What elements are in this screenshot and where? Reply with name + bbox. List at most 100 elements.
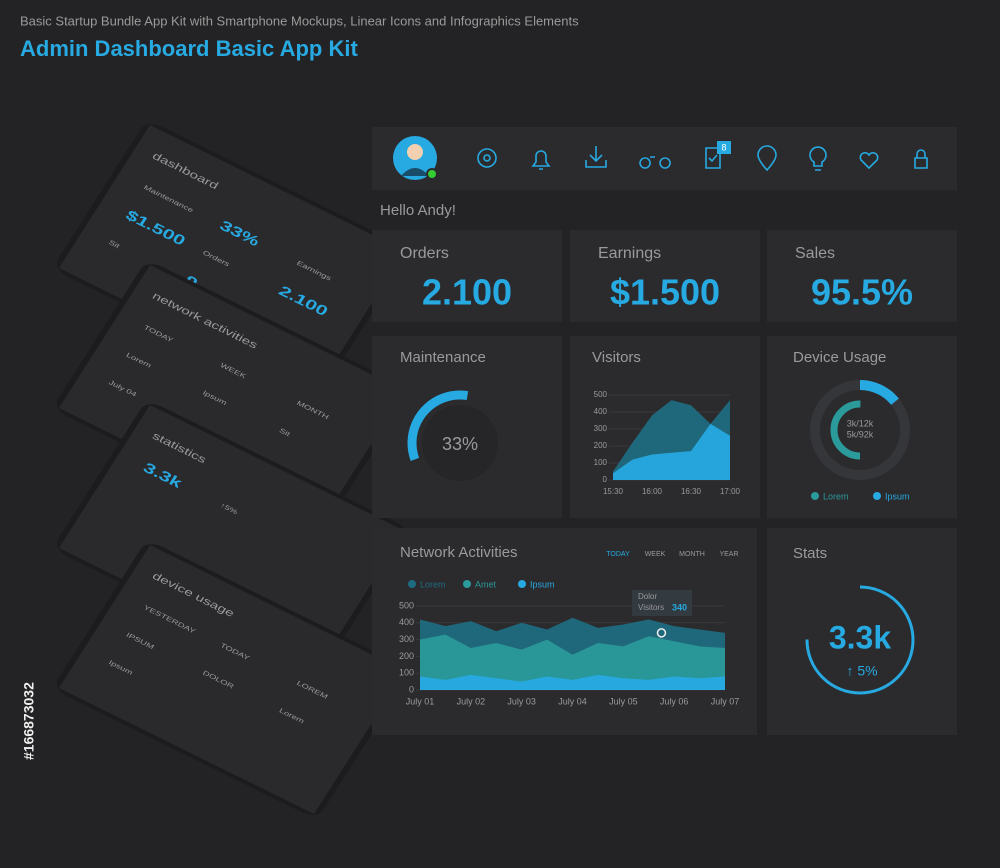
card [570,230,760,322]
x-tick-label: 15:30 [603,487,624,496]
legend-label: Lorem [823,491,849,501]
clipboard-icon[interactable] [705,147,721,169]
phone: dashboardMaintenance33%Earnings$1.500Ord… [56,124,408,395]
card-title: Maintenance [400,349,486,366]
download-icon[interactable] [585,146,607,168]
stock-id: #166873032 [21,682,37,760]
y-tick-label: 100 [594,458,608,467]
tab[interactable]: WEEK [645,551,666,558]
legend-label: Ipsum [530,579,555,589]
dashboard: Orders 2.100 Earnings $1.500 Sales 95.5% Maint… [372,230,957,735]
card-title: Network Activities [400,544,518,561]
x-tick-label: July 06 [660,696,689,706]
gauge-track [422,405,498,481]
badge [717,141,731,154]
x-tick-label: July 03 [507,696,536,706]
ring-label: 3k/12k [847,418,874,428]
x-tick-label: 17:00 [720,487,741,496]
gauge-label: 33% [442,434,478,454]
legend-dot [811,492,819,500]
kpi-value: $1.500 [610,272,720,313]
ring-inner [830,400,890,460]
card [767,528,957,735]
x-tick-label: 16:00 [642,487,663,496]
y-tick-label: 400 [399,617,414,627]
phone-item: Sit [107,239,122,250]
stats-arc [805,585,915,695]
area [420,674,725,690]
phone-screen [58,125,406,395]
area [420,634,725,690]
legend-label: Lorem [420,579,446,589]
online-dot [426,168,438,180]
area [613,423,730,480]
x-tick-label: 16:30 [681,487,702,496]
tooltip-sublabel: Visitors [638,603,664,612]
phone-screen [58,405,406,675]
y-tick-label: 200 [399,651,414,661]
x-tick-label: July 05 [609,696,638,706]
legend-dot [408,580,416,588]
stats-value: 3.3k [829,619,891,655]
ring-outer [810,380,910,480]
heart-icon[interactable] [859,151,879,170]
bell-icon[interactable] [531,150,551,170]
y-tick-label: 400 [594,407,608,416]
lock-icon[interactable] [914,149,928,169]
phone-item: Sit [278,427,293,438]
x-tick-label: July 04 [558,696,587,706]
legend-dot [873,492,881,500]
card-title: Stats [793,545,827,562]
kpi-label: Sales [795,245,835,262]
card [767,336,957,518]
card-title: Device Usage [793,349,886,366]
y-tick-label: 300 [399,634,414,644]
location-icon[interactable] [757,145,777,172]
tooltip-point [656,628,667,638]
subtitle: Basic Startup Bundle App Kit with Smartp… [20,13,579,28]
y-tick-label: 100 [399,668,414,678]
idea-icon[interactable] [809,146,827,171]
y-tick-label: 300 [594,424,608,433]
card [767,230,957,322]
phone: network activitiesTODAYWEEKMONTHLoremIps… [56,264,408,535]
tooltip-box [632,590,692,616]
tab[interactable]: MONTH [679,551,705,558]
ring-label: 5k/92k [847,429,874,439]
tab[interactable]: TODAY [606,551,630,558]
badge-count: 8 [721,142,726,152]
y-tick-label: 200 [594,441,608,450]
phone-screen [58,545,406,815]
phone: device usageYESTERDAYTODAYLOREMIPSUMDOLO… [56,544,408,815]
gauge-arc [407,390,513,496]
settings-icon[interactable] [477,148,497,168]
kpi-value: 2.100 [422,272,512,313]
x-tick-label: July 01 [406,696,435,706]
kpi-label: Orders [400,245,449,262]
avatar-body [401,168,429,176]
kpi-value: 95.5% [811,272,913,313]
stats-change: ↑ 5% [846,663,877,679]
tooltip-label: Dolor [638,592,657,601]
legend-label: Amet [475,579,497,589]
icons: 8 [477,141,928,172]
legend-label: Ipsum [885,491,910,501]
glasses-icon[interactable] [639,156,671,169]
legend-dot [518,580,526,588]
tab[interactable]: YEAR [719,551,738,558]
y-tick-label: 0 [603,475,608,484]
card-title: Visitors [592,349,641,366]
legend-dot [463,580,471,588]
y-tick-label: 0 [409,684,414,694]
greeting: Hello Andy! [380,202,456,219]
avatar-face [407,144,423,160]
x-tick-label: July 07 [711,696,740,706]
settings-icon-center [483,154,491,162]
kpi-label: Earnings [598,245,661,262]
phone-mockups: dashboardMaintenance33%Earnings$1.500Ord… [56,124,408,815]
title: Admin Dashboard Basic App Kit [20,36,358,61]
phone-screen [58,265,406,535]
tooltip-value: 340 [672,602,687,612]
card [372,230,562,322]
